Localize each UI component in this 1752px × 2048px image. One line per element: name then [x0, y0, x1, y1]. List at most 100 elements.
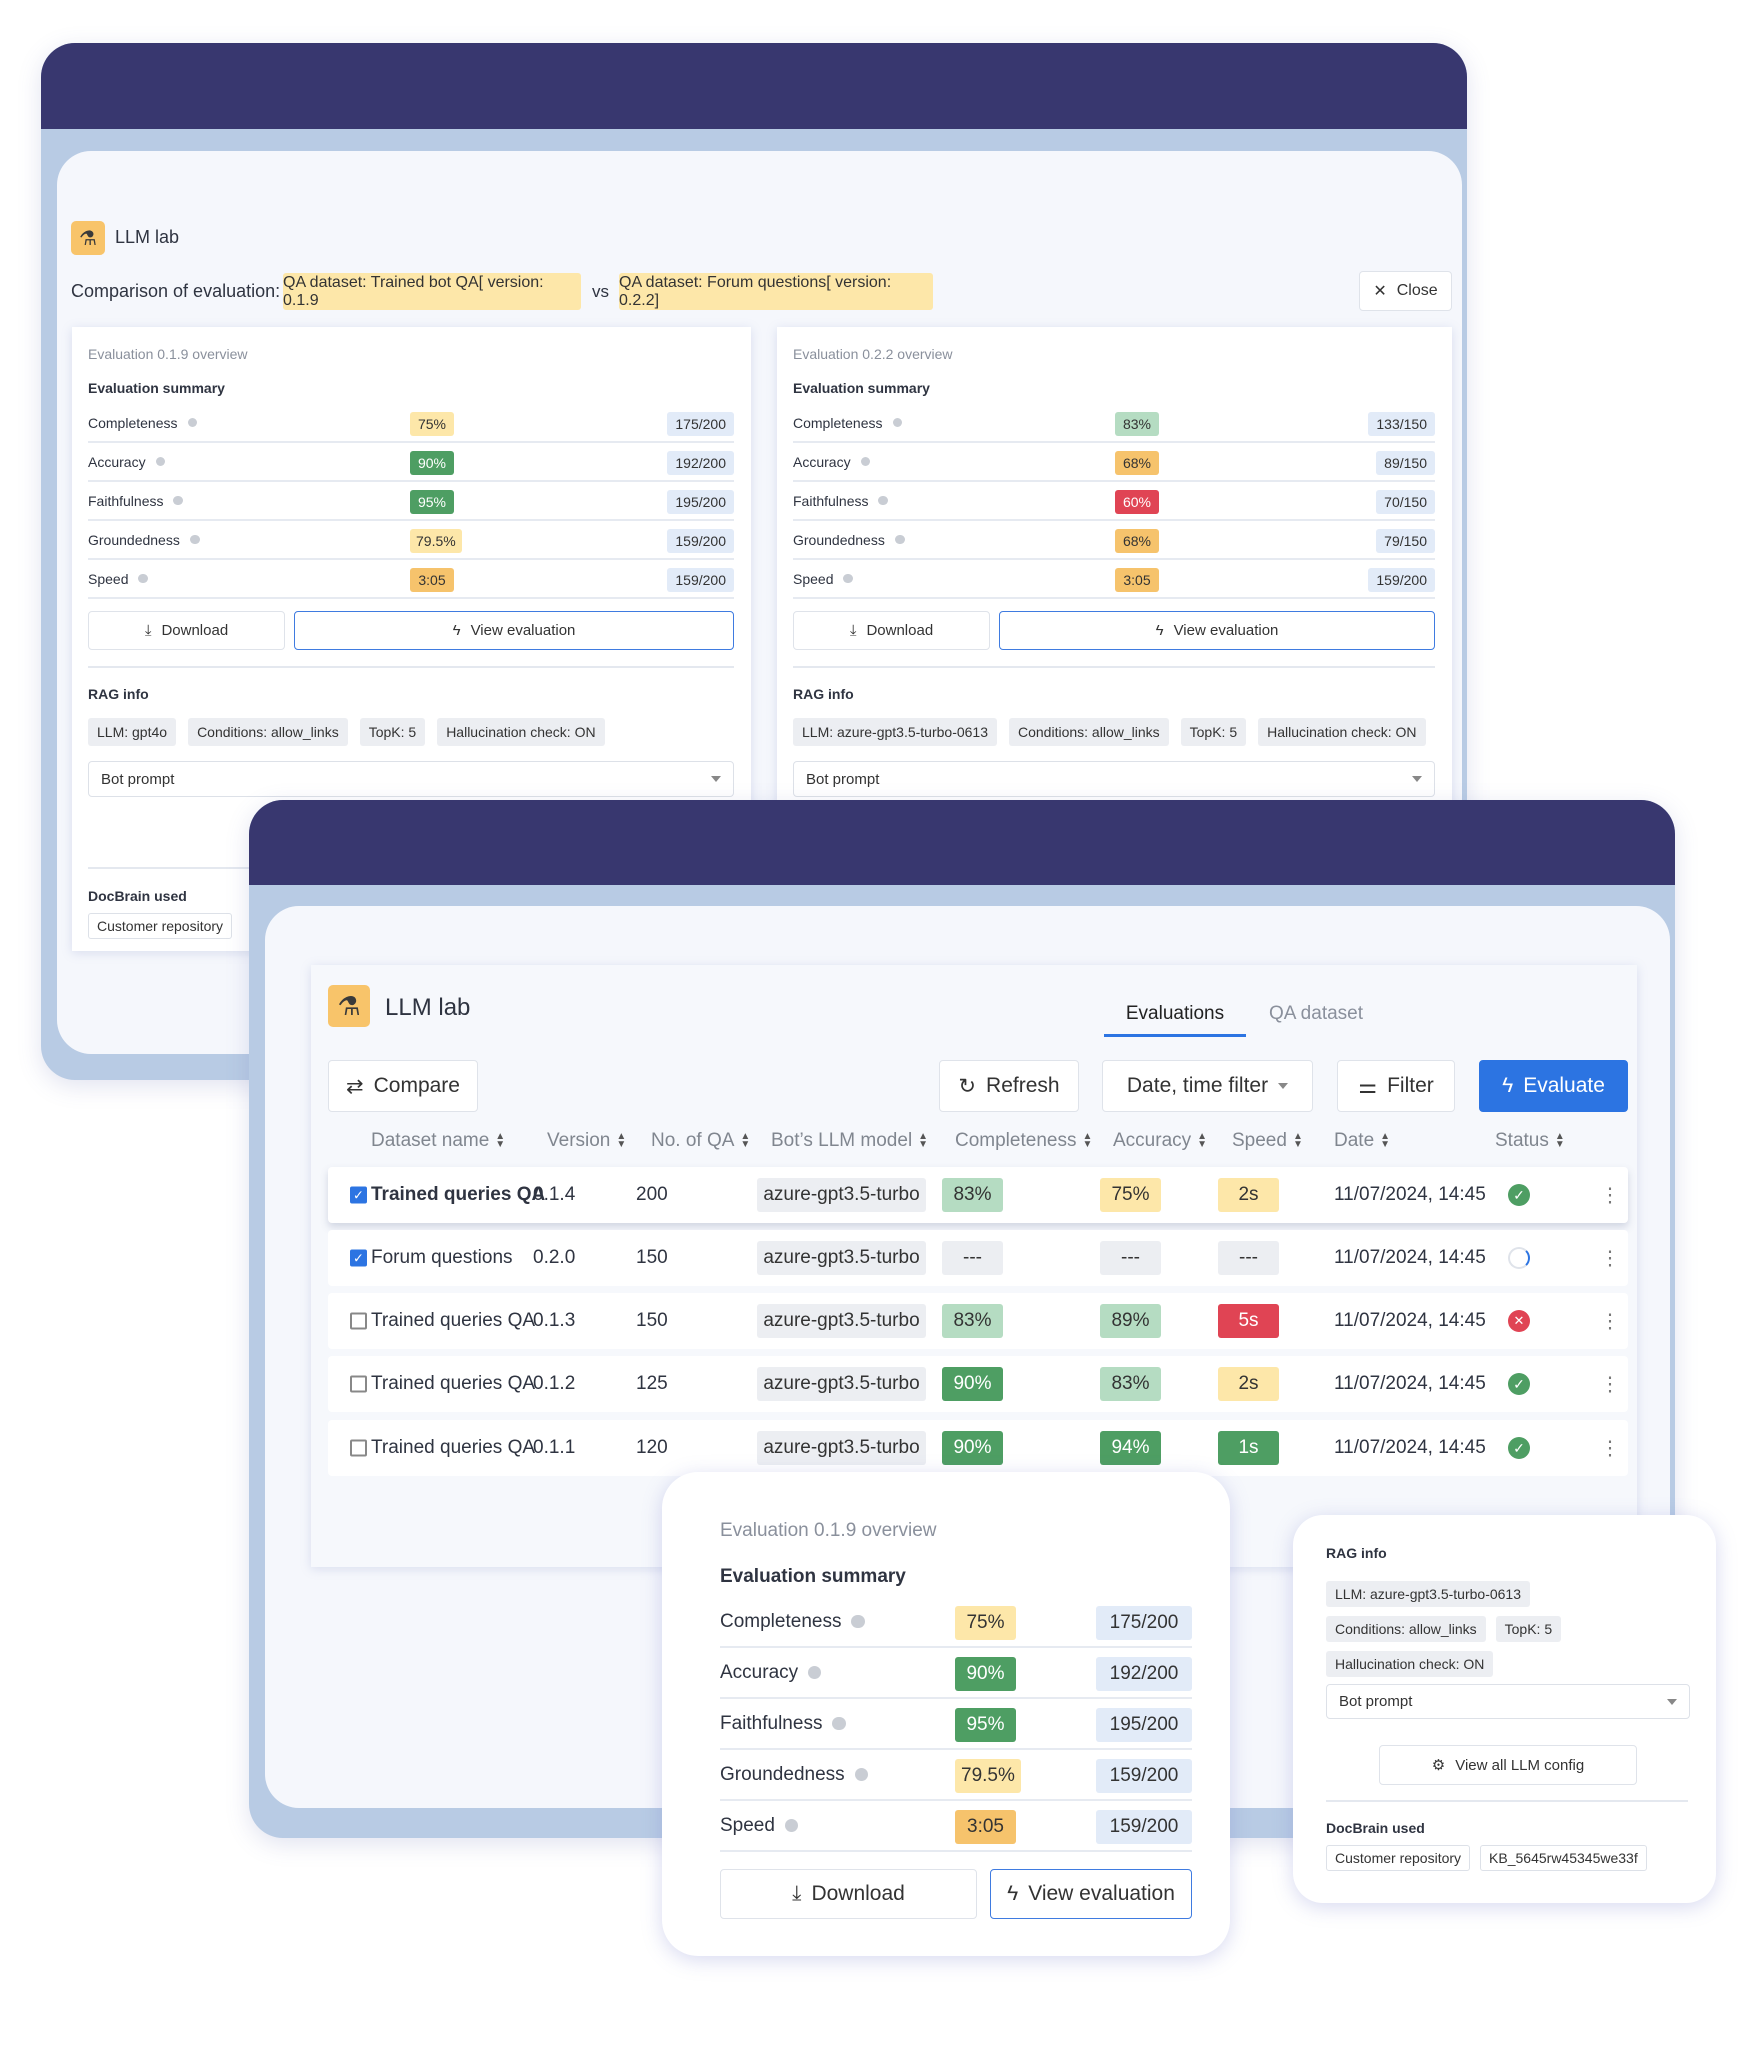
- refresh-icon: ↻: [958, 1074, 977, 1098]
- qa-count: 120: [636, 1437, 668, 1458]
- caret-down-icon: [1278, 1083, 1289, 1089]
- metric-label: Faithfulness: [88, 492, 164, 509]
- evaluate-button[interactable]: ϟ Evaluate: [1479, 1060, 1628, 1112]
- overview-title: Evaluation 0.1.9 overview: [720, 1520, 937, 1541]
- kebab-menu-icon[interactable]: ⋮: [1600, 1310, 1620, 1333]
- caret-down-icon: [1667, 1698, 1677, 1705]
- info-icon[interactable]: [854, 1767, 868, 1782]
- info-icon[interactable]: [187, 417, 198, 428]
- info-icon[interactable]: [832, 1716, 846, 1731]
- column-label: Version: [547, 1130, 611, 1151]
- info-icon[interactable]: [843, 573, 854, 584]
- column-label: Accuracy: [1113, 1130, 1192, 1151]
- info-icon[interactable]: [189, 534, 200, 545]
- kebab-menu-icon[interactable]: ⋮: [1600, 1184, 1620, 1207]
- count-badge: 175/200: [1096, 1605, 1192, 1640]
- tab-evaluations[interactable]: Evaluations: [1125, 1003, 1225, 1024]
- lightning-icon: ϟ: [1155, 622, 1164, 639]
- column-header[interactable]: Dataset name ▲ ▼: [371, 1130, 505, 1152]
- info-icon[interactable]: [894, 534, 905, 545]
- info-icon[interactable]: [851, 1614, 865, 1629]
- column-header[interactable]: Completeness ▲ ▼: [955, 1130, 1092, 1152]
- column-label: No. of QA: [651, 1130, 735, 1151]
- info-icon[interactable]: [155, 456, 166, 467]
- metric-label: Faithfulness: [793, 492, 869, 509]
- sort-icon[interactable]: ▲ ▼: [1292, 1131, 1303, 1150]
- bot-prompt-label: Bot prompt: [101, 770, 175, 788]
- info-icon[interactable]: [784, 1818, 799, 1833]
- table-row[interactable]: Trained queries QA 0.1.1 120 azure-gpt3.5-t…: [328, 1420, 1628, 1476]
- kebab-menu-icon[interactable]: ⋮: [1600, 1247, 1620, 1270]
- info-icon[interactable]: [860, 456, 871, 467]
- download-button[interactable]: ⤓ Download: [720, 1869, 977, 1919]
- column-header[interactable]: Speed ▲ ▼: [1232, 1130, 1303, 1152]
- column-header[interactable]: Status ▲ ▼: [1495, 1130, 1565, 1152]
- view-evaluation-button[interactable]: ϟ View evaluation: [294, 611, 734, 650]
- date-time-filter-dropdown[interactable]: Date, time filter: [1102, 1060, 1313, 1112]
- qa-count: 150: [636, 1247, 668, 1268]
- row-checkbox[interactable]: [350, 1375, 367, 1393]
- bot-prompt-dropdown[interactable]: Bot prompt: [793, 761, 1435, 797]
- sort-icon[interactable]: ▲ ▼: [495, 1131, 506, 1150]
- view-all-llm-config-button[interactable]: ⚙ View all LLM config: [1379, 1745, 1637, 1785]
- compare-button[interactable]: ⇄ Compare: [328, 1060, 478, 1112]
- view-evaluation-button[interactable]: ϟ View evaluation: [990, 1869, 1192, 1919]
- table-row[interactable]: ✓ Forum questions 0.2.0 150 azure-gpt3.5-tur…: [328, 1230, 1628, 1286]
- filter-sliders-icon: ⚌: [1358, 1074, 1378, 1098]
- bot-prompt-dropdown[interactable]: Bot prompt: [88, 761, 734, 797]
- row-checkbox[interactable]: ✓: [350, 1249, 367, 1267]
- sort-icon[interactable]: ▲ ▼: [918, 1131, 929, 1150]
- download-button[interactable]: ⤓ Download: [88, 611, 285, 650]
- date: 11/07/2024, 14:45: [1334, 1310, 1486, 1331]
- info-icon[interactable]: [138, 573, 149, 584]
- row-checkbox[interactable]: ✓: [350, 1186, 367, 1204]
- sort-icon[interactable]: ▲ ▼: [1197, 1131, 1208, 1150]
- view-evaluation-button[interactable]: ϟ View evaluation: [999, 611, 1435, 650]
- table-row[interactable]: Trained queries QA 0.1.2 125 azure-gpt3.5-t…: [328, 1356, 1628, 1412]
- column-label: Dataset name: [371, 1130, 490, 1151]
- column-header[interactable]: Date ▲ ▼: [1334, 1130, 1390, 1152]
- flask-icon: ⚗: [328, 985, 370, 1027]
- metric-row: Accuracy 90% 192/200: [720, 1648, 1192, 1699]
- overview-title: Evaluation 0.1.9 overview: [88, 346, 248, 362]
- metric-row: Faithfulness 95% 195/200: [720, 1699, 1192, 1750]
- dataset-chip-a: QA dataset: Trained bot QA[ version: 0.1…: [283, 273, 581, 310]
- rag-chips: LLM: azure-gpt3.5-turbo-0613 Conditions: …: [793, 718, 1426, 746]
- row-checkbox[interactable]: [350, 1312, 367, 1330]
- download-icon: ⤓: [792, 1882, 802, 1905]
- swap-arrows-icon: ⇄: [346, 1074, 364, 1098]
- info-icon[interactable]: [892, 417, 903, 428]
- refresh-button[interactable]: ↻ Refresh: [939, 1060, 1079, 1112]
- sort-icon[interactable]: ▲ ▼: [1082, 1131, 1093, 1150]
- column-header[interactable]: Accuracy ▲ ▼: [1113, 1130, 1207, 1152]
- table-row[interactable]: ✓ Trained queries QA 0.1.4 200 azure-gpt3.5-…: [328, 1167, 1628, 1223]
- sort-icon[interactable]: ▲ ▼: [616, 1131, 627, 1150]
- metric-label: Groundedness: [720, 1763, 845, 1785]
- close-button[interactable]: ✕ Close: [1359, 271, 1452, 311]
- summary-title: Evaluation summary: [720, 1566, 906, 1587]
- comp-badge: 90%: [942, 1431, 1003, 1465]
- sort-icon[interactable]: ▲ ▼: [1554, 1131, 1565, 1150]
- kebab-menu-icon[interactable]: ⋮: [1600, 1373, 1620, 1396]
- sort-icon[interactable]: ▲ ▼: [1380, 1131, 1391, 1150]
- sort-icon[interactable]: ▲ ▼: [740, 1131, 751, 1150]
- download-button[interactable]: ⤓ Download: [793, 611, 990, 650]
- info-icon[interactable]: [878, 495, 889, 506]
- row-checkbox[interactable]: [350, 1439, 367, 1457]
- column-header[interactable]: Version ▲ ▼: [547, 1130, 626, 1152]
- rag-info-title: RAG info: [1326, 1545, 1387, 1561]
- filter-button[interactable]: ⚌ Filter: [1337, 1060, 1455, 1112]
- column-header[interactable]: No. of QA ▲ ▼: [651, 1130, 750, 1152]
- download-icon: ⤓: [849, 622, 857, 639]
- table-row[interactable]: Trained queries QA 0.1.3 150 azure-gpt3.5-t…: [328, 1293, 1628, 1349]
- tab-qa-dataset[interactable]: QA dataset: [1269, 1003, 1364, 1024]
- info-icon[interactable]: [173, 495, 184, 506]
- status-success-icon: ✓: [1508, 1437, 1530, 1459]
- bot-prompt-dropdown[interactable]: Bot prompt: [1326, 1684, 1690, 1719]
- kebab-menu-icon[interactable]: ⋮: [1600, 1437, 1620, 1460]
- column-header[interactable]: Bot’s LLM model ▲ ▼: [771, 1130, 928, 1152]
- count-badge: 159/200: [1096, 1809, 1192, 1844]
- status-error-icon: ✕: [1508, 1310, 1530, 1332]
- info-icon[interactable]: [808, 1665, 822, 1680]
- count-badge: 159/200: [667, 567, 734, 592]
